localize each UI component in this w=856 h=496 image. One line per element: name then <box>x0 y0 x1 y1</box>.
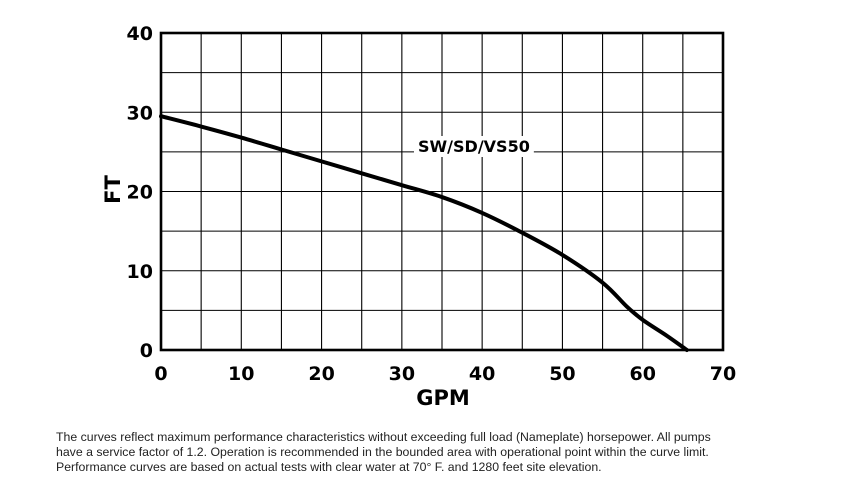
x-tick-label: 30 <box>389 363 415 385</box>
y-tick-label: 40 <box>127 23 153 45</box>
series-label-background <box>414 136 534 157</box>
grid <box>161 33 723 350</box>
y-axis-title: FT <box>101 174 125 203</box>
y-tick-label: 20 <box>127 182 153 204</box>
x-tick-label: 0 <box>154 363 167 385</box>
series-label: SW/SD/VS50 <box>418 137 530 156</box>
tick-labels: 0 10 20 30 40 50 60 70 0 10 20 30 40 <box>127 23 737 385</box>
x-tick-label: 70 <box>710 363 736 385</box>
x-tick-label: 60 <box>629 363 655 385</box>
y-tick-label: 10 <box>127 261 153 283</box>
series-layer <box>159 114 689 352</box>
plot-frame <box>159 31 725 352</box>
caption-line: have a service factor of 1.2. Operation … <box>56 445 709 460</box>
caption-line: Performance curves are based on actual t… <box>56 460 602 475</box>
x-tick-label: 50 <box>549 363 575 385</box>
x-axis-title: GPM <box>416 386 470 410</box>
y-tick-label: 0 <box>140 340 153 362</box>
x-tick-label: 10 <box>228 363 254 385</box>
label-layer: SW/SD/VS50 <box>414 136 534 157</box>
y-tick-label: 30 <box>127 102 153 124</box>
caption-line: The curves reflect maximum performance c… <box>56 430 711 444</box>
x-tick-label: 40 <box>469 363 495 385</box>
series-line <box>159 114 689 352</box>
x-tick-label: 20 <box>308 363 334 385</box>
performance-note: The curves reflect maximum performance c… <box>56 430 816 476</box>
